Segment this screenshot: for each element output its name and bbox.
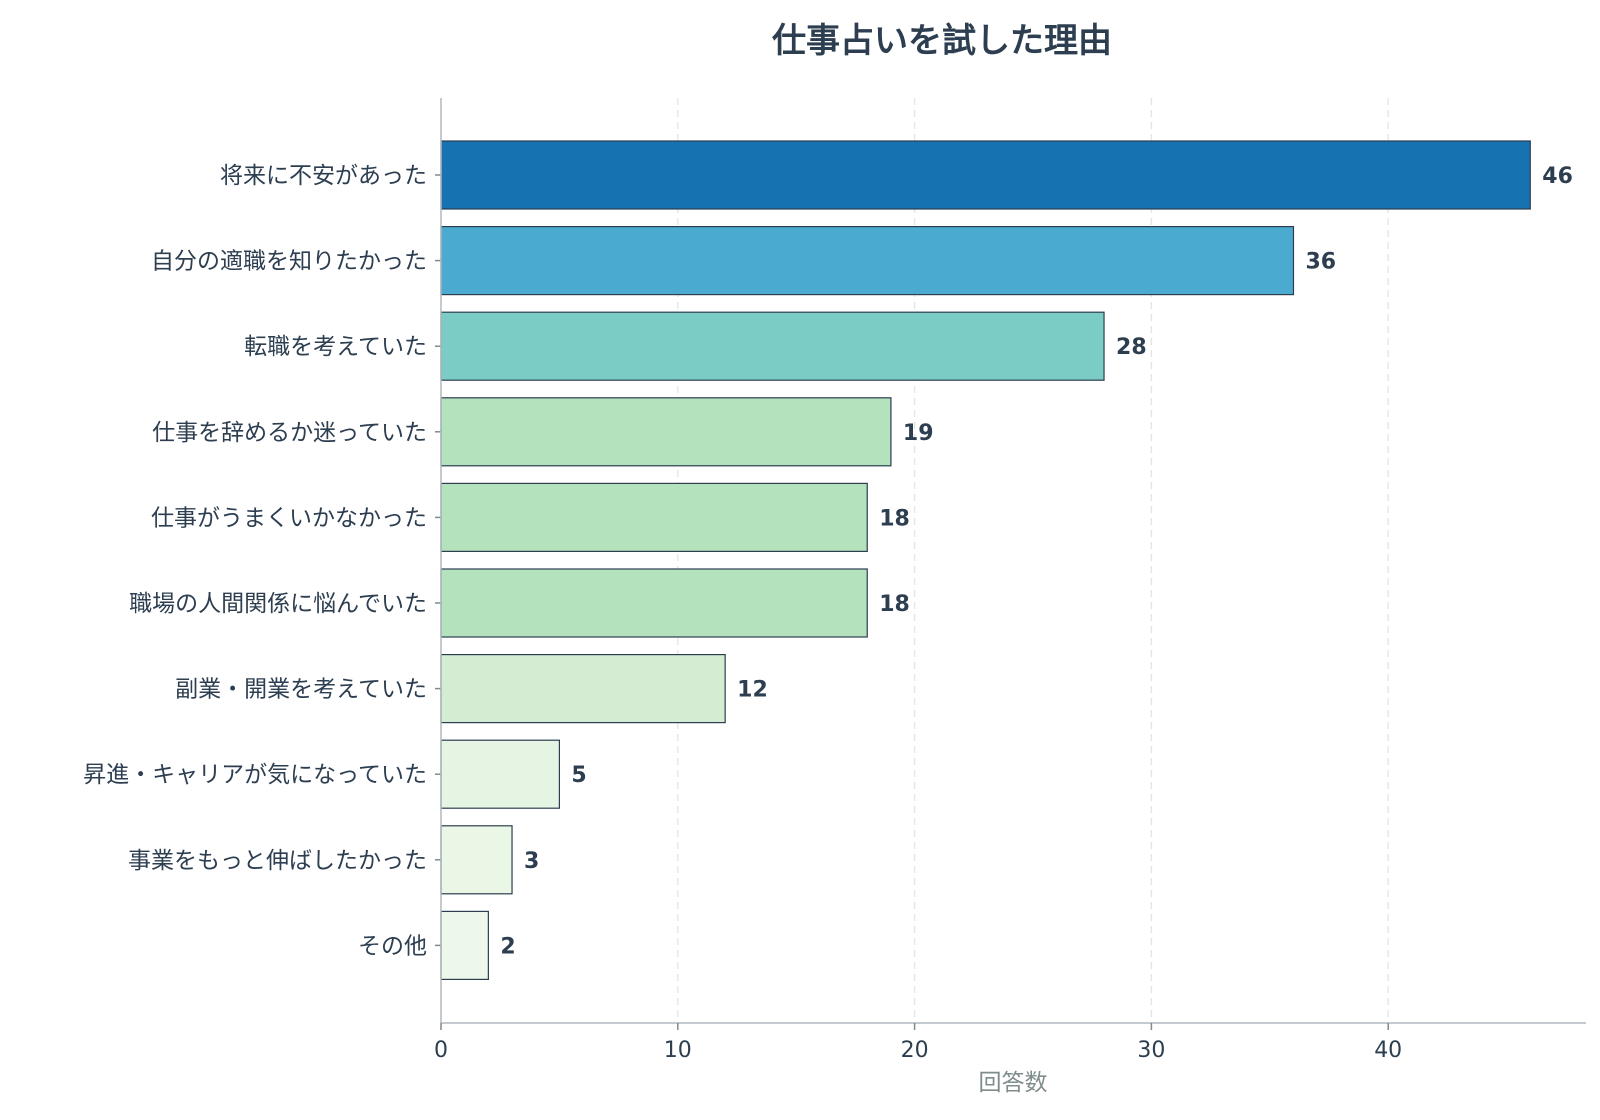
- x-tick-label-40: 40: [1374, 1038, 1402, 1063]
- category-label-10: その他: [358, 933, 427, 959]
- gridlines: [677, 98, 1389, 1023]
- bar-2: [440, 226, 1295, 296]
- category-label-7: 副業・開業を考えていた: [175, 677, 427, 703]
- x-axis-title: 回答数: [979, 1070, 1048, 1096]
- category-labels: 将来に不安があった自分の適職を知りたかった転職を考えていた仕事を辞めるか迷ってい…: [83, 163, 427, 959]
- category-label-4: 仕事を辞めるか迷っていた: [152, 420, 427, 446]
- bar-5: [440, 482, 868, 552]
- value-label-1: 46: [1542, 164, 1573, 189]
- bar-9: [440, 825, 513, 895]
- value-label-8: 5: [571, 763, 586, 788]
- bar-8: [440, 739, 561, 809]
- bar-6: [440, 568, 868, 638]
- category-label-3: 転職を考えていた: [244, 334, 427, 360]
- bar-10: [440, 910, 489, 981]
- category-label-5: 仕事がうまくいかなかった: [151, 505, 427, 531]
- x-tick-label-30: 30: [1137, 1038, 1165, 1063]
- category-label-6: 職場の人間関係に悩んでいた: [129, 591, 427, 617]
- bar-1: [440, 140, 1531, 210]
- x-tick-label-0: 0: [434, 1038, 448, 1063]
- value-label-3: 28: [1116, 335, 1147, 360]
- value-label-7: 12: [737, 678, 768, 703]
- value-label-5: 18: [879, 506, 910, 531]
- chart-title: 仕事占いを試した理由: [772, 21, 1112, 61]
- value-label-4: 19: [903, 421, 934, 446]
- category-label-1: 将来に不安があった: [220, 163, 427, 189]
- category-label-8: 昇進・キャリアが気になっていた: [83, 762, 427, 788]
- value-labels: 46 36 28 19 18 18 12 5 3 2: [500, 164, 1573, 959]
- x-tick-label-10: 10: [664, 1038, 692, 1063]
- value-label-2: 36: [1305, 250, 1336, 275]
- category-label-9: 事業をもっと伸ばしたかった: [128, 848, 427, 874]
- bars: [440, 140, 1531, 981]
- bar-7: [440, 653, 726, 724]
- value-label-9: 3: [524, 849, 539, 874]
- axes: 0 10 20 30 40: [434, 98, 1586, 1063]
- category-label-2: 自分の適職を知りたかった: [151, 249, 427, 275]
- x-tick-label-20: 20: [901, 1038, 929, 1063]
- value-label-10: 2: [500, 934, 515, 959]
- bar-3: [440, 311, 1105, 381]
- bar-4: [440, 397, 892, 467]
- value-label-6: 18: [879, 592, 910, 617]
